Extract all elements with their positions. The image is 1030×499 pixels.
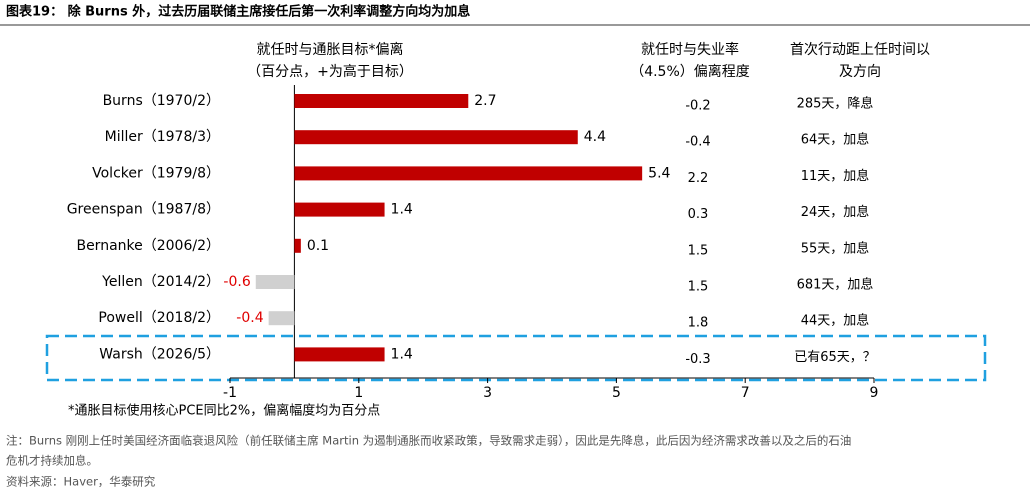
first-move: 24天，加息 — [801, 204, 870, 220]
first-move: 681天，加息 — [797, 277, 874, 293]
first-move: 11天，加息 — [801, 168, 870, 184]
data-label: 0.1 — [307, 238, 329, 254]
column-header: （百分点，+为高于目标） — [247, 63, 413, 80]
x-tick-label: 3 — [483, 385, 492, 401]
unemployment-gap: -0.4 — [685, 135, 710, 150]
note: 注：Burns 刚刚上任时美国经济面临衰退风险（前任联储主席 Martin 为遏… — [6, 434, 851, 448]
data-label: -0.6 — [223, 274, 250, 290]
column-header: （4.5%）偏离程度 — [630, 63, 750, 80]
source: 资料来源：Haver，华泰研究 — [6, 475, 156, 489]
bar — [255, 275, 295, 289]
first-move: 64天，加息 — [801, 132, 870, 148]
unemployment-gap: 1.8 — [688, 316, 709, 331]
footnote: *通胀目标使用核心PCE同比2%，偏离幅度均为百分点 — [68, 403, 380, 419]
y-tick-label: Greenspan（1987/8） — [67, 202, 220, 218]
unemployment-gap: 0.3 — [688, 207, 709, 222]
column-header: 就任时与通胀目标*偏离 — [257, 41, 404, 58]
y-tick-label: Yellen（2014/2） — [101, 274, 220, 290]
y-tick-label: Powell（2018/2） — [98, 310, 220, 326]
unemployment-gap: -0.3 — [685, 352, 710, 367]
unemployment-gap: 1.5 — [688, 280, 709, 295]
x-tick-label: 9 — [870, 385, 879, 401]
first-move: 44天，加息 — [801, 313, 870, 329]
x-tick-label: 5 — [612, 385, 621, 401]
bar — [294, 347, 385, 362]
bar — [294, 202, 385, 217]
data-label: -0.4 — [236, 310, 263, 326]
bar — [294, 238, 301, 253]
column-header: 及方向 — [839, 64, 881, 80]
first-move: 55天，加息 — [801, 240, 870, 256]
y-tick-label: Burns（1970/2） — [103, 93, 220, 109]
bar — [294, 94, 469, 108]
unemployment-gap: -0.2 — [685, 99, 710, 114]
chart-title: 图表19： 除 Burns 外，过去历届联储主席接任后第一次利率调整方向均为加息 — [6, 4, 470, 20]
first-move: 285天，降息 — [797, 96, 874, 112]
bar — [294, 166, 643, 181]
y-tick-label: Bernanke（2006/2） — [76, 238, 220, 254]
column-header: 就任时与失业率 — [641, 41, 739, 58]
bar — [294, 130, 578, 145]
data-label: 5.4 — [648, 165, 670, 181]
y-tick-label: Miller（1978/3） — [105, 129, 220, 145]
data-label: 2.7 — [474, 93, 496, 109]
unemployment-gap: 1.5 — [688, 243, 709, 258]
note: 危机才持续加息。 — [6, 454, 98, 468]
data-label: 1.4 — [391, 202, 413, 218]
y-tick-label: Volcker（1979/8） — [92, 165, 220, 181]
data-label: 1.4 — [391, 346, 413, 362]
highlight-box — [45, 334, 987, 382]
x-tick-label: -1 — [223, 385, 237, 401]
x-tick-label: 7 — [741, 385, 750, 401]
first-move: 已有65天，？ — [794, 350, 876, 365]
column-header: 首次行动距上任时间以 — [790, 42, 930, 58]
unemployment-gap: 2.2 — [688, 171, 709, 186]
bar — [268, 311, 295, 326]
x-tick-label: 1 — [354, 385, 363, 401]
data-label: 4.4 — [584, 129, 606, 145]
y-tick-label: Warsh（2026/5） — [99, 346, 220, 362]
